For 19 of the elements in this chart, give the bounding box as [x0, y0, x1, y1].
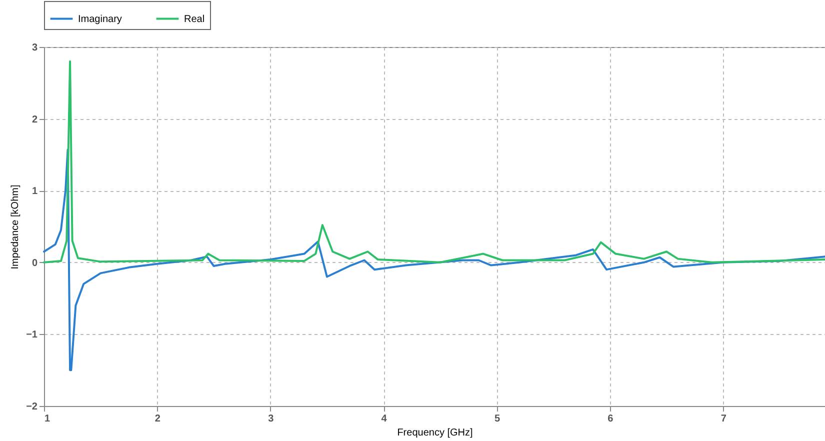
- y-tick-label: 0: [32, 258, 38, 269]
- x-tick-label: 3: [268, 414, 274, 424]
- y-tick-label: 2: [32, 114, 38, 126]
- y-tick-label: −1: [26, 330, 38, 341]
- line-series: [43, 60, 825, 264]
- y-tick-label: 1: [32, 186, 38, 198]
- line-series: [43, 148, 825, 372]
- y-tick-label: 3: [32, 42, 38, 54]
- x-tick-label: 7: [720, 414, 727, 424]
- legend-label: Imaginary: [78, 14, 122, 25]
- y-tick-label: −2: [26, 402, 38, 412]
- legend-label: Real: [184, 14, 205, 25]
- x-axis-title: Frequency [GHz]: [397, 428, 474, 438]
- x-tick-label: 4: [381, 414, 388, 424]
- x-tick-label: 1: [44, 414, 50, 424]
- x-tick-label: 5: [494, 414, 500, 424]
- x-tick-label: 6: [608, 414, 614, 424]
- x-tick-label: 2: [154, 414, 161, 424]
- y-axis-title: Impedance [kOhm]: [10, 184, 22, 270]
